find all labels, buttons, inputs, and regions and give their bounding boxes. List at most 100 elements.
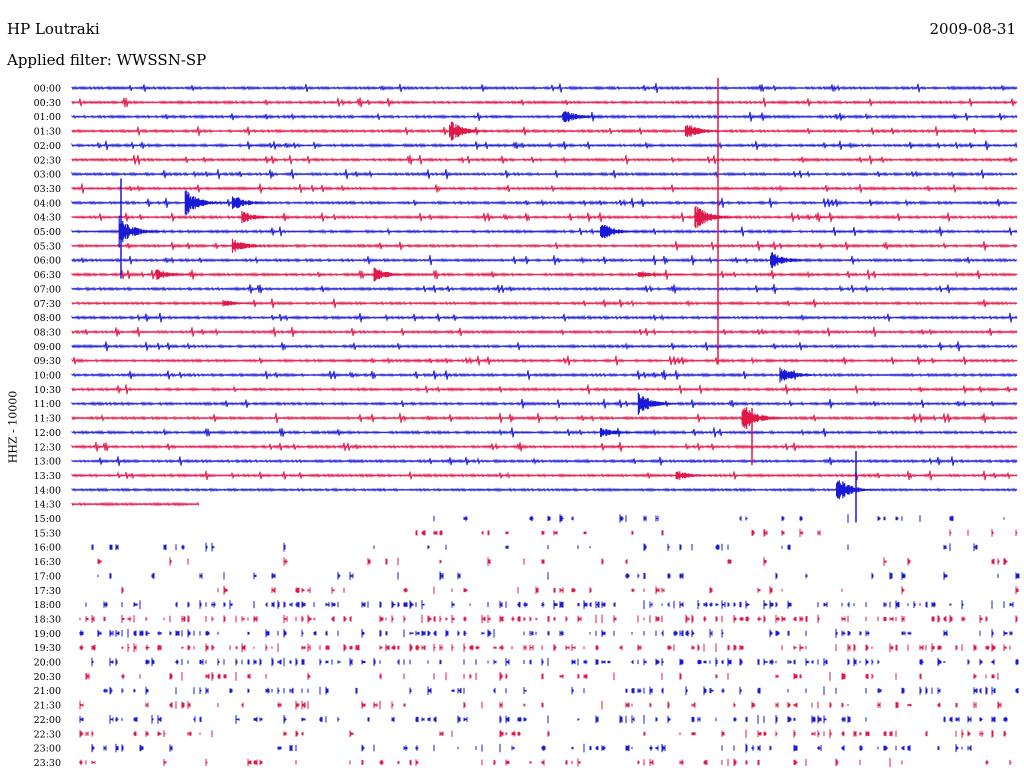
tick-label: 21:30 xyxy=(34,701,61,712)
seismic-event xyxy=(836,480,882,500)
seismic-event xyxy=(231,196,278,210)
trace-1700 xyxy=(97,571,1020,581)
tick-label: 22:00 xyxy=(34,715,61,726)
tick-label: 16:00 xyxy=(34,543,61,554)
seismic-event xyxy=(685,125,731,137)
seismic-event xyxy=(741,407,787,430)
tick-label: 23:30 xyxy=(34,758,61,769)
trace-1800 xyxy=(85,600,1014,610)
tick-label: 19:00 xyxy=(34,629,61,640)
tick-label: 07:30 xyxy=(34,299,61,310)
tick-label: 06:00 xyxy=(34,256,61,267)
trace-0630 xyxy=(71,269,1018,280)
trace-0600 xyxy=(71,255,1018,266)
tick-label: 17:30 xyxy=(34,586,61,597)
trace-0400 xyxy=(71,197,1018,208)
tick-label: 00:00 xyxy=(34,84,61,95)
tick-label: 01:30 xyxy=(34,127,61,138)
tick-label: 03:30 xyxy=(34,184,61,195)
tick-label: 11:30 xyxy=(34,414,61,425)
seismic-event xyxy=(675,471,721,480)
trace-0700 xyxy=(71,283,1018,294)
trace-1000 xyxy=(71,370,1018,380)
tick-label: 05:00 xyxy=(34,227,61,238)
trace-1130 xyxy=(71,413,1018,424)
tick-label: 23:00 xyxy=(34,744,61,755)
trace-1730 xyxy=(121,585,1019,595)
seismic-event xyxy=(222,300,268,307)
tick-label: 11:00 xyxy=(34,399,61,410)
trace-1930 xyxy=(79,643,1011,653)
tick-label: 19:30 xyxy=(34,643,61,654)
tick-label: 02:00 xyxy=(34,141,61,152)
trace-2130 xyxy=(79,700,1002,710)
trace-0430 xyxy=(71,212,1018,223)
trace-0830 xyxy=(71,326,1018,337)
trace-1330 xyxy=(71,470,1018,481)
tick-label: 15:30 xyxy=(34,528,61,539)
trace-2330 xyxy=(79,758,1012,767)
tick-label: 09:00 xyxy=(34,342,61,353)
tick-label: 20:00 xyxy=(34,658,61,669)
trace-0900 xyxy=(71,341,1018,352)
tick-label: 02:30 xyxy=(34,155,61,166)
tick-label: 21:00 xyxy=(34,686,61,697)
seismic-event xyxy=(637,392,684,415)
seismic-event xyxy=(779,367,825,383)
trace-1630 xyxy=(97,557,1008,566)
trace-1500 xyxy=(433,514,1005,523)
tick-label: 05:30 xyxy=(34,241,61,252)
tick-label: 14:00 xyxy=(34,485,61,496)
record-date: 2009-08-31 xyxy=(929,20,1016,38)
tick-label: 08:00 xyxy=(34,313,61,324)
seismic-event xyxy=(449,121,495,141)
tick-label: 10:00 xyxy=(34,371,61,382)
trace-2100 xyxy=(103,686,1019,696)
tick-label: 13:00 xyxy=(34,457,61,468)
trace-0130 xyxy=(71,126,1018,136)
station-title: HP Loutraki xyxy=(7,20,100,38)
trace-0000 xyxy=(71,83,1018,93)
seismic-event xyxy=(184,190,230,216)
tick-label: 09:30 xyxy=(34,356,61,367)
seismic-event xyxy=(241,211,287,224)
trace-2200 xyxy=(79,715,1008,724)
trace-1600 xyxy=(91,542,978,552)
seismic-event xyxy=(600,225,646,238)
seismic-event xyxy=(373,267,419,282)
tick-label: 14:30 xyxy=(34,500,61,511)
trace-0100 xyxy=(71,111,1018,122)
trace-1900 xyxy=(79,628,1013,638)
tick-label: 16:30 xyxy=(34,557,61,568)
trace-2000 xyxy=(91,657,1019,667)
seismic-event xyxy=(637,271,684,278)
tick-label: 07:00 xyxy=(34,284,61,295)
tick-label: 03:00 xyxy=(34,170,61,181)
trace-0500 xyxy=(71,226,1018,237)
trace-1100 xyxy=(71,398,1018,409)
trace-2030 xyxy=(85,671,999,681)
trace-1300 xyxy=(71,456,1018,466)
tick-label: 04:00 xyxy=(34,198,61,209)
tick-label: 06:30 xyxy=(34,270,61,281)
trace-2230 xyxy=(79,729,1007,739)
seismic-event xyxy=(600,427,646,437)
tick-label: 01:00 xyxy=(34,112,61,123)
tick-label: 08:30 xyxy=(34,327,61,338)
tick-label: 22:30 xyxy=(34,729,61,740)
trace-0730 xyxy=(71,298,1018,309)
trace-1200 xyxy=(71,427,1018,438)
trace-1430 xyxy=(71,501,200,507)
trace-2300 xyxy=(91,743,972,753)
tick-label: 15:00 xyxy=(34,514,61,525)
tick-label: 12:00 xyxy=(34,428,61,439)
trace-0800 xyxy=(71,312,1018,323)
tick-label: 18:00 xyxy=(34,600,61,611)
tick-label: 00:30 xyxy=(34,98,61,109)
seismic-event xyxy=(694,206,740,229)
trace-0530 xyxy=(71,240,1018,251)
trace-0300 xyxy=(71,169,1018,180)
tick-label: 10:30 xyxy=(34,385,61,396)
seismic-event xyxy=(231,238,278,253)
